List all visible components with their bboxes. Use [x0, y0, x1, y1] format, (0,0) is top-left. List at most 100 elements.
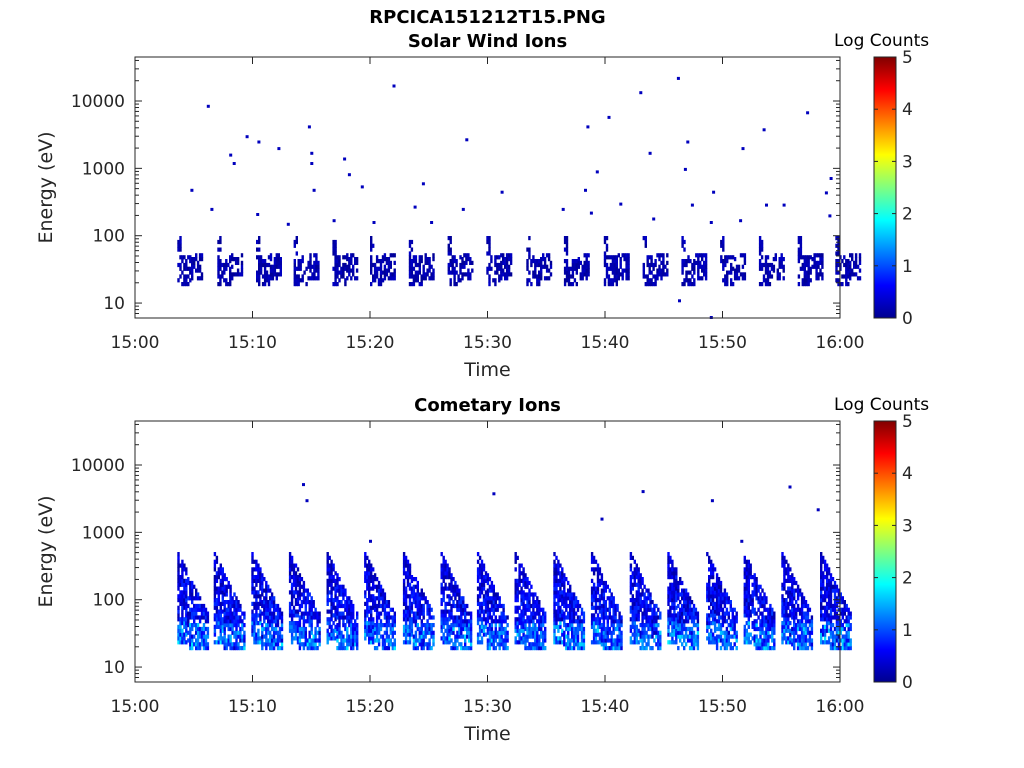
heat-cell — [557, 598, 560, 603]
heat-cell — [292, 571, 296, 576]
heat-cell — [379, 603, 383, 609]
heat-cell — [377, 259, 381, 264]
heat-cell — [615, 266, 618, 271]
heat-cell — [298, 580, 302, 586]
heat-cell — [602, 623, 606, 628]
heat-cell — [383, 638, 387, 643]
heat-cell — [795, 611, 798, 616]
heat-cell — [338, 630, 341, 635]
heat-cell — [755, 596, 758, 601]
heat-cell — [420, 619, 423, 624]
heat-cell — [432, 268, 435, 273]
heat-cell — [590, 590, 594, 595]
heat-cell — [785, 636, 788, 641]
heat-cell — [484, 609, 488, 614]
heat-cell — [505, 260, 509, 265]
heat-cell — [724, 278, 727, 283]
heat-cell — [532, 270, 535, 275]
heat-cell — [494, 262, 497, 268]
heat-cell — [532, 615, 535, 620]
heat-cell — [272, 634, 276, 639]
heat-cell — [346, 646, 349, 651]
heat-cell — [580, 611, 584, 616]
heat-cell — [639, 577, 642, 582]
heat-cell — [542, 630, 545, 635]
heat-cell — [631, 632, 634, 637]
burst-13 — [667, 552, 700, 651]
heat-cell — [571, 607, 574, 612]
heat-cell — [561, 613, 564, 618]
heat-cell — [406, 578, 410, 583]
heat-cell — [442, 632, 445, 637]
heat-cell — [520, 640, 523, 645]
heat-cell — [223, 600, 226, 605]
heat-cell — [783, 571, 786, 576]
heat-cell — [288, 601, 292, 606]
heat-cell — [200, 615, 204, 620]
heat-cell — [800, 646, 804, 651]
heat-cell — [690, 626, 694, 632]
heat-cell — [553, 617, 556, 622]
heat-cell — [506, 646, 509, 651]
heat-cell — [494, 592, 497, 597]
heat-cell — [408, 632, 412, 637]
heat-cell — [565, 646, 568, 651]
heat-cell — [648, 270, 651, 275]
heat-cell — [804, 615, 808, 620]
heat-cell — [609, 262, 613, 268]
heat-cell — [540, 607, 543, 612]
heat-point — [652, 217, 656, 221]
heat-cell — [366, 578, 369, 583]
heat-cell — [448, 632, 451, 637]
heat-cell — [763, 646, 766, 651]
heat-cell — [719, 630, 723, 635]
heat-cell — [785, 601, 788, 606]
heat-cell — [575, 266, 578, 271]
heat-cell — [306, 600, 309, 605]
heat-cell — [815, 264, 818, 269]
heat-cell — [743, 590, 746, 595]
heat-cell — [352, 268, 355, 273]
heat-cell — [298, 607, 302, 612]
heat-cell — [202, 638, 206, 643]
heat-cell — [442, 613, 445, 618]
heat-cell — [651, 607, 654, 612]
heat-cell — [745, 575, 748, 580]
heat-cell — [673, 582, 676, 587]
heat-cell — [514, 590, 517, 595]
heat-cell — [198, 646, 202, 651]
heat-cell — [213, 582, 217, 587]
heat-cell — [464, 626, 467, 632]
heat-cell — [492, 600, 495, 605]
heat-cell — [845, 259, 848, 264]
heat-cell — [478, 575, 482, 580]
heat-cell — [195, 638, 198, 643]
heat-cell — [711, 632, 715, 637]
heat-cell — [715, 603, 719, 609]
heat-cell — [377, 638, 381, 643]
heat-cell — [572, 596, 576, 601]
heat-cell — [553, 552, 556, 557]
heat-cell — [690, 642, 694, 647]
heat-cell — [743, 257, 747, 262]
heat-cell — [292, 613, 296, 618]
heat-cell — [185, 613, 188, 618]
heat-cell — [450, 611, 453, 616]
heat-cell — [235, 626, 238, 632]
heat-cell — [193, 619, 196, 624]
heat-cell — [504, 260, 507, 265]
heat-cell — [728, 270, 731, 275]
heat-cell — [200, 630, 204, 635]
heat-cell — [575, 259, 578, 264]
heat-cell — [805, 274, 808, 279]
heat-cell — [787, 613, 790, 618]
heat-cell — [694, 615, 698, 620]
heat-cell — [641, 600, 644, 605]
heat-cell — [804, 603, 808, 609]
burst-12 — [629, 552, 662, 651]
heat-cell — [592, 559, 596, 564]
heat-cell — [223, 630, 226, 635]
heat-cell — [731, 626, 734, 632]
heat-cell — [450, 626, 453, 632]
heat-cell — [177, 247, 180, 252]
